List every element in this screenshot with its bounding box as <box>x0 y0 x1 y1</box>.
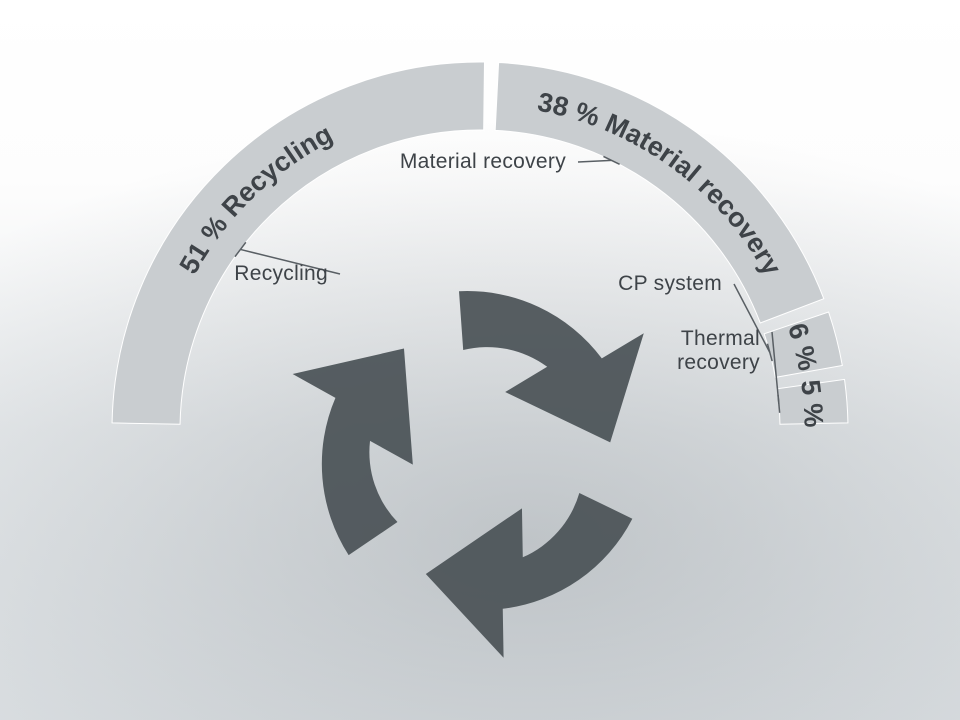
recycle-arrow-0 <box>459 291 644 442</box>
recycle-icon <box>256 291 644 679</box>
recycle-arrow-1 <box>409 443 633 679</box>
segment-recycling <box>112 62 484 424</box>
annotation-thermal-recovery: Thermalrecovery <box>677 327 760 374</box>
recycling-donut-chart: 51 % Recycling38 % Material recovery6 %5… <box>0 0 960 720</box>
arc-label-thermal-recovery: 5 % <box>795 378 829 428</box>
annotation-cp-system: CP system <box>618 272 722 295</box>
leader-material-recovery <box>578 160 612 162</box>
annotation-recycling: Recycling <box>234 262 328 285</box>
annotation-material-recovery: Material recovery <box>400 150 566 173</box>
recycle-arrow-2 <box>256 319 480 555</box>
